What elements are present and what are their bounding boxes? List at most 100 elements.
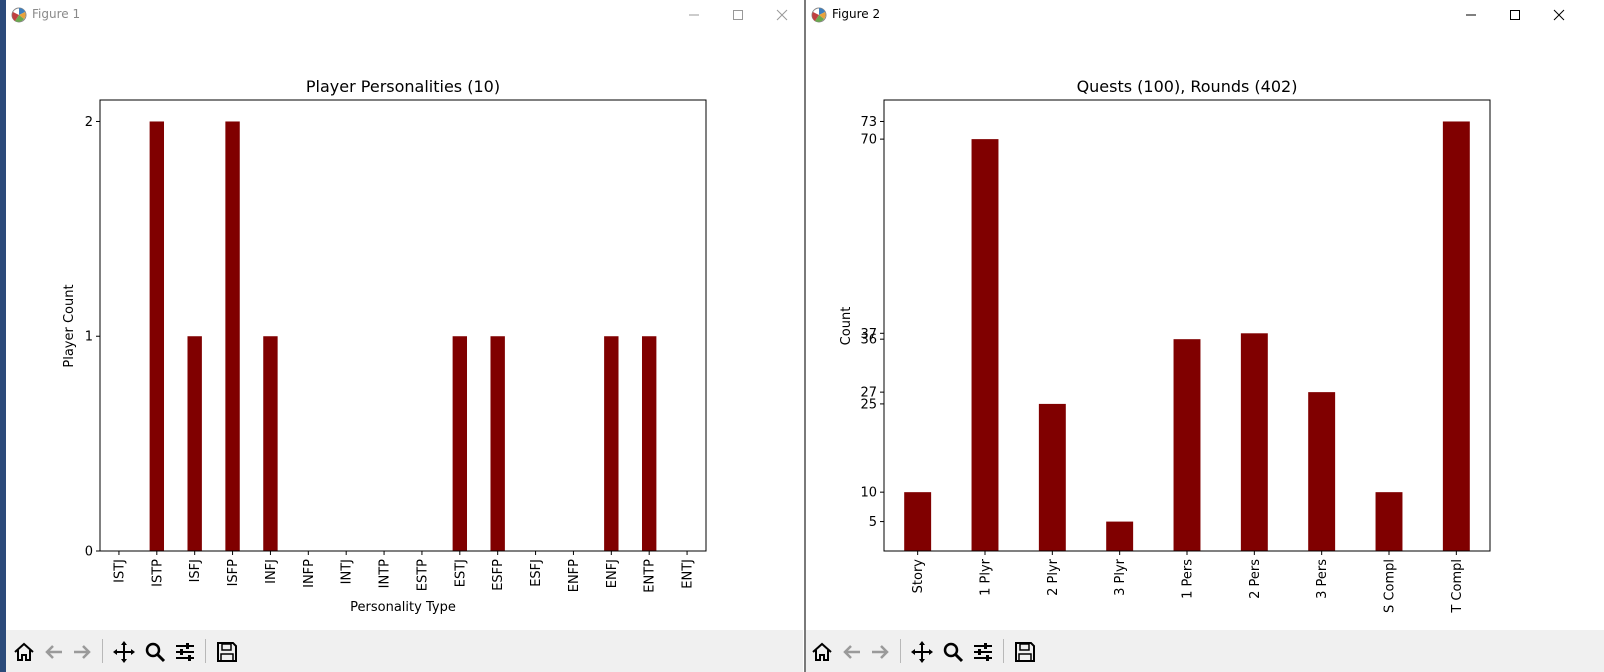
toolbar-separator bbox=[102, 639, 103, 663]
window-title: Figure 1 bbox=[32, 7, 81, 21]
chart-bar bbox=[971, 139, 999, 551]
x-tick-label: ENFP bbox=[567, 559, 582, 592]
x-tick-label: ISFJ bbox=[188, 559, 203, 582]
chart-bar bbox=[1240, 333, 1268, 551]
chart-bar bbox=[149, 121, 165, 551]
home-button[interactable] bbox=[808, 638, 836, 666]
chart-bar bbox=[904, 492, 932, 551]
x-tick-label: T Compl bbox=[1450, 559, 1465, 614]
pan-button[interactable] bbox=[110, 638, 138, 666]
chart-bar bbox=[1106, 521, 1134, 551]
minimize-icon bbox=[1466, 14, 1476, 16]
y-tick-label: 37 bbox=[860, 327, 877, 342]
x-tick-label: 1 Pers bbox=[1181, 559, 1196, 599]
zoom-button[interactable] bbox=[939, 638, 967, 666]
close-icon bbox=[776, 9, 788, 21]
y-tick-label: 1 bbox=[85, 330, 93, 345]
y-tick-label: 73 bbox=[860, 115, 877, 130]
chart-bar bbox=[1038, 403, 1066, 551]
arrow-right-icon bbox=[872, 645, 889, 659]
y-tick-label: 2 bbox=[85, 115, 93, 130]
move-icon bbox=[911, 641, 933, 663]
y-tick-label: 0 bbox=[85, 545, 93, 560]
minimize-icon bbox=[689, 14, 699, 16]
forward-button[interactable] bbox=[866, 638, 894, 666]
pan-button[interactable] bbox=[908, 638, 936, 666]
chart-bar bbox=[1173, 339, 1201, 551]
x-tick-label: ISTP bbox=[150, 559, 165, 587]
x-tick-label: INFJ bbox=[264, 559, 279, 584]
save-button[interactable] bbox=[213, 638, 241, 666]
title-bar[interactable]: Figure 2 bbox=[806, 0, 1604, 30]
matplotlib-logo-icon bbox=[811, 7, 827, 23]
sliders-icon bbox=[974, 643, 992, 661]
y-tick-label: 25 bbox=[860, 397, 877, 412]
back-button[interactable] bbox=[40, 638, 68, 666]
x-tick-label: INTP bbox=[378, 559, 393, 588]
x-tick-label: 2 Plyr bbox=[1046, 558, 1061, 596]
x-tick-label: 3 Plyr bbox=[1113, 558, 1128, 596]
navigation-toolbar bbox=[6, 630, 803, 672]
close-icon bbox=[1553, 9, 1565, 21]
x-tick-label: ENTJ bbox=[681, 559, 696, 589]
x-tick-label: ISFP bbox=[226, 559, 241, 587]
move-icon bbox=[113, 641, 135, 663]
x-tick-label: 1 Plyr bbox=[979, 558, 994, 596]
x-tick-label: INFP bbox=[302, 559, 317, 588]
magnifier-icon bbox=[943, 642, 964, 663]
chart-bar bbox=[1375, 492, 1403, 551]
figure-1-window: Figure 1 0 1 2 ISTJ ISTP ISFJ ISFP INFJ INFP INTJ… bbox=[0, 0, 803, 672]
close-button[interactable] bbox=[1536, 0, 1582, 30]
chart-bar bbox=[604, 336, 619, 551]
x-tick-label: ENTP bbox=[643, 559, 658, 593]
magnifier-icon bbox=[145, 642, 166, 663]
arrow-right-icon bbox=[74, 645, 91, 659]
x-tick-label: 3 Pers bbox=[1315, 559, 1330, 599]
toolbar-separator bbox=[900, 639, 901, 663]
y-tick-label: 10 bbox=[860, 486, 877, 501]
home-icon bbox=[14, 642, 34, 661]
figure-2-window: Figure 2 5 10 25 27 36 37 70 73 Story 1 Plyr 2 Ply… bbox=[804, 0, 1604, 672]
configure-button[interactable] bbox=[969, 638, 997, 666]
home-button[interactable] bbox=[10, 638, 38, 666]
chart-bar bbox=[225, 121, 240, 551]
back-button[interactable] bbox=[838, 638, 866, 666]
x-tick-label: ENFJ bbox=[605, 559, 620, 588]
x-axis-label: Personality Type bbox=[350, 600, 456, 615]
chart-bar bbox=[641, 336, 657, 551]
figure-1-canvas: 0 1 2 ISTJ ISTP ISFJ ISFP INFJ INFP INTJ INTP ESTP E… bbox=[62, 77, 707, 615]
x-tick-label: ESFP bbox=[491, 559, 506, 591]
x-tick-label: INTJ bbox=[340, 559, 355, 584]
toolbar-separator bbox=[1003, 639, 1004, 663]
y-tick-label: 5 bbox=[869, 515, 877, 530]
maximize-button[interactable] bbox=[1492, 0, 1538, 30]
minimize-button[interactable] bbox=[671, 0, 717, 30]
arrow-left-icon bbox=[843, 645, 860, 659]
minimize-button[interactable] bbox=[1448, 0, 1494, 30]
toolbar-separator bbox=[205, 639, 206, 663]
maximize-icon bbox=[1510, 10, 1520, 20]
arrow-left-icon bbox=[45, 645, 62, 659]
y-tick-label: 27 bbox=[860, 386, 877, 401]
save-button[interactable] bbox=[1011, 638, 1039, 666]
sliders-icon bbox=[176, 643, 194, 661]
x-tick-label: ESFJ bbox=[529, 559, 544, 587]
close-button[interactable] bbox=[759, 0, 803, 30]
y-tick-label: 70 bbox=[860, 133, 877, 148]
chart-bar bbox=[1308, 392, 1336, 551]
maximize-button[interactable] bbox=[715, 0, 761, 30]
save-icon bbox=[217, 642, 237, 662]
chart-bar bbox=[187, 336, 202, 551]
forward-button[interactable] bbox=[68, 638, 96, 666]
x-tick-label: S Compl bbox=[1383, 559, 1398, 613]
title-bar[interactable]: Figure 1 bbox=[6, 0, 803, 30]
chart-title: Player Personalities (10) bbox=[306, 77, 500, 96]
maximize-icon bbox=[733, 10, 743, 20]
zoom-button[interactable] bbox=[141, 638, 169, 666]
chart-title: Quests (100), Rounds (402) bbox=[1077, 77, 1298, 96]
chart-bar bbox=[452, 336, 468, 551]
configure-button[interactable] bbox=[171, 638, 199, 666]
navigation-toolbar bbox=[806, 630, 1604, 672]
save-icon bbox=[1015, 642, 1035, 662]
